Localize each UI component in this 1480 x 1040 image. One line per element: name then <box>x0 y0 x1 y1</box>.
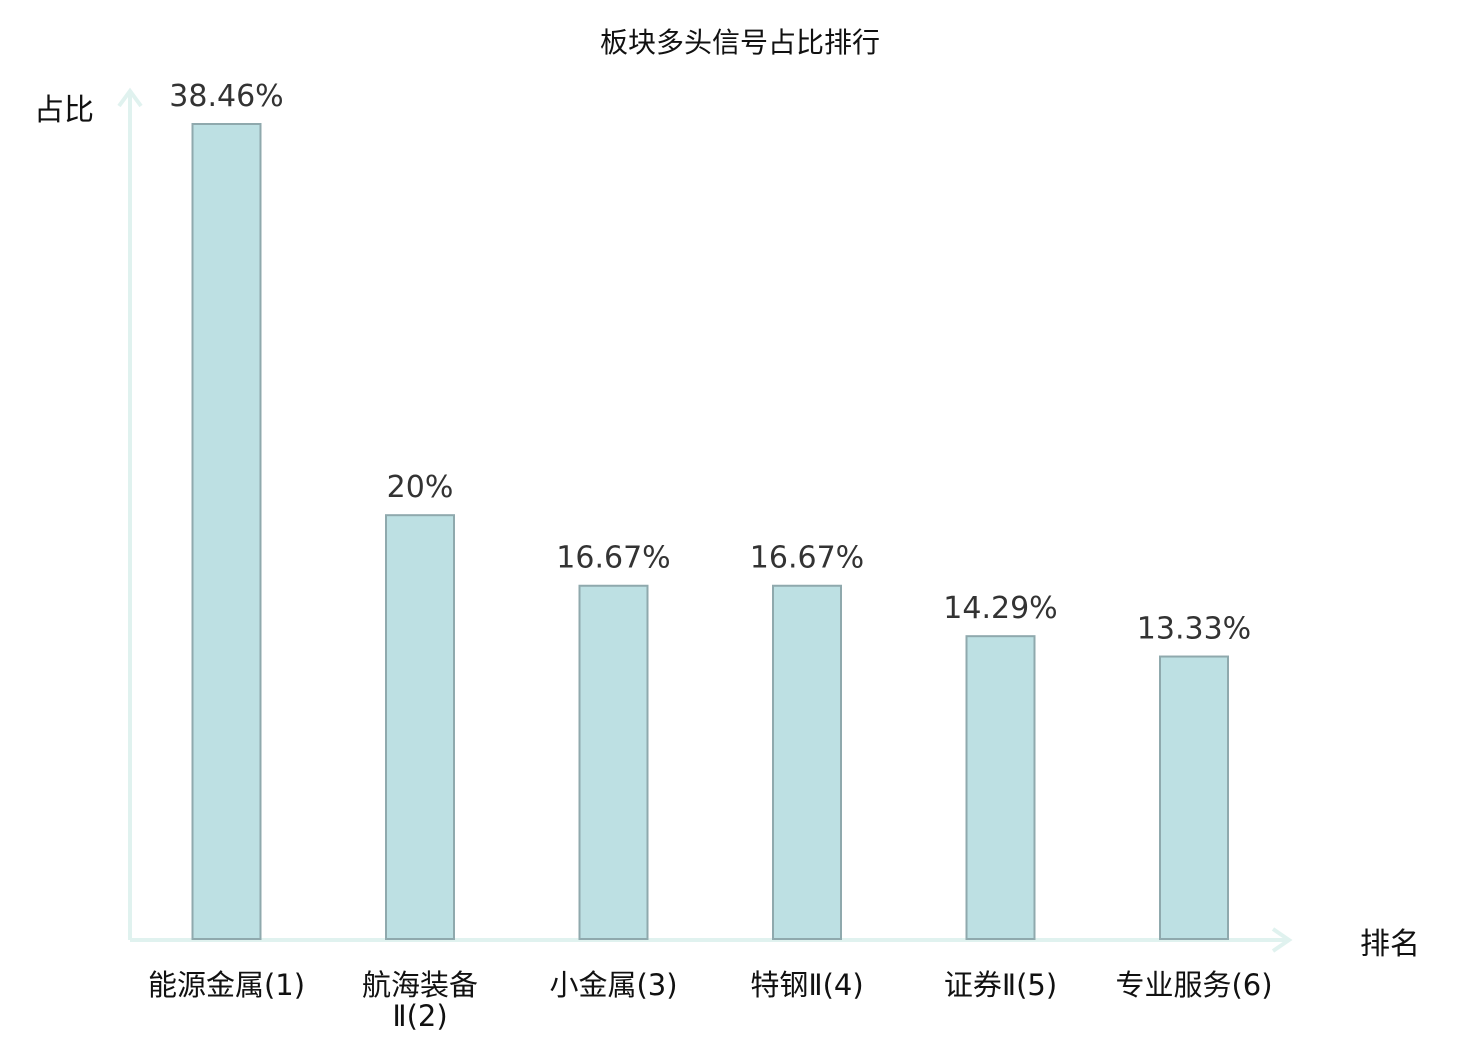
y-axis-label: 占比 <box>34 93 94 128</box>
category-label-5: 证券Ⅱ(5) <box>944 968 1057 1002</box>
value-labels-group: 38.46% 20% 16.67% 16.67% 14.29% 13.33% <box>169 79 1251 647</box>
value-label-6: 13.33% <box>1137 612 1251 647</box>
axes <box>117 87 1293 953</box>
value-label-2: 20% <box>387 470 454 505</box>
category-label-2-rank: Ⅱ(2) <box>392 999 447 1033</box>
bar-5 <box>965 635 1036 940</box>
category-label-1: 能源金属(1) <box>148 968 305 1002</box>
bar-2 <box>385 514 455 940</box>
value-label-4: 16.67% <box>750 541 864 576</box>
category-label-4: 特钢Ⅱ(4) <box>750 968 863 1002</box>
value-label-3: 16.67% <box>556 541 670 576</box>
bar-3 <box>578 584 649 941</box>
category-label-2: 航海装备 <box>362 968 478 1002</box>
x-axis-arrow <box>1271 927 1293 953</box>
bar-4 <box>772 584 842 941</box>
y-axis-arrow <box>117 87 143 108</box>
chart-title: 板块多头信号占比排行 <box>600 26 880 59</box>
bar-1 <box>191 123 262 940</box>
bars-group <box>191 123 1229 941</box>
category-label-3: 小金属(3) <box>549 968 677 1002</box>
value-label-1: 38.46% <box>169 79 283 114</box>
x-axis-label: 排名 <box>1360 927 1420 962</box>
bar-6 <box>1159 655 1229 940</box>
value-label-5: 14.29% <box>943 591 1057 626</box>
category-label-6: 专业服务(6) <box>1115 968 1272 1002</box>
